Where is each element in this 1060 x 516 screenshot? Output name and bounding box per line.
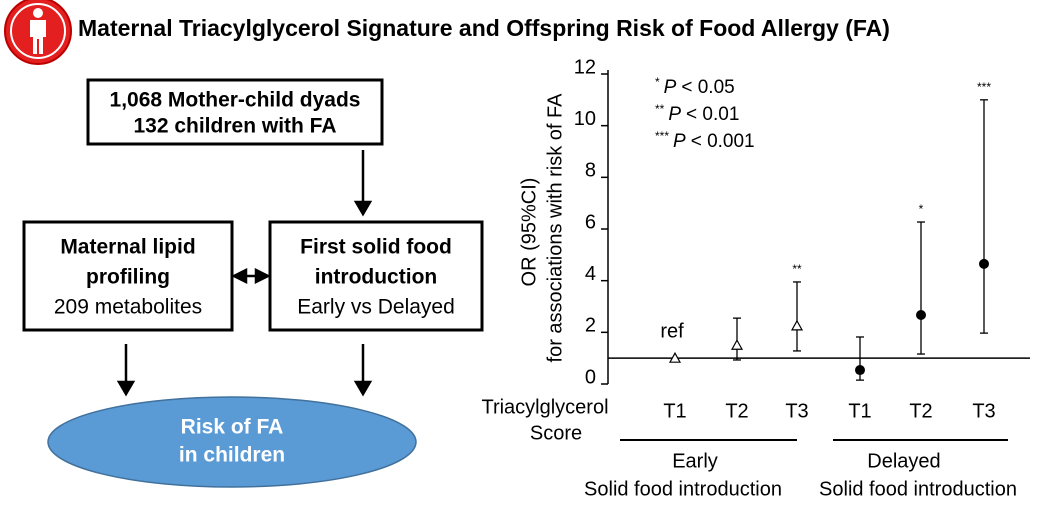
legend-stars: ** [655,102,665,116]
food-box [268,220,484,332]
outcome-text: Risk of FA [181,416,284,439]
x-tick-label: T1 [663,400,686,422]
y-tick-label: 2 [585,315,596,337]
legend-entry: * P < 0.05 [655,75,735,98]
lipid-box [22,220,234,332]
x-tick-label: T2 [909,400,932,422]
point [730,339,744,350]
annotation: ** [792,262,802,276]
arrows [116,150,373,397]
y-tick-label: 12 [574,56,596,78]
lipid-title: Maternal lipid [60,236,195,259]
lipid-detail: 209 metabolites [54,296,202,319]
x-tick-label: T2 [725,400,748,422]
legend-threshold: < 0.001 [691,131,755,152]
cohort-box [86,78,384,146]
legend-stars: *** [655,129,669,143]
x-tick-label: T1 [848,400,871,422]
legend-entry: ** P < 0.01 [655,102,739,125]
y-tick-label: 8 [585,160,596,182]
annotation: *** [977,80,991,94]
cohort-text: 132 children with FA [133,115,336,138]
point [668,351,682,363]
legend-threshold: < 0.01 [686,104,739,125]
point [790,319,804,331]
y-tick-label: 0 [585,366,596,388]
outcome-ellipse [47,396,417,488]
legend-stars: * [655,75,660,89]
chart: 0 2 4 6 8 10 12 OR (95%CI) for associations with… [481,56,1030,500]
y-tick-label: 10 [574,108,596,130]
food-title: introduction [315,266,437,289]
group-label: Early [672,450,718,472]
y-axis-label: for associations with risk of FA [544,93,566,363]
food-title: First solid food [300,236,452,259]
x-tick-label: T3 [785,400,808,422]
point [979,258,989,269]
legend-threshold: < 0.05 [681,77,734,98]
legend-p: P [668,104,681,125]
legend-p: P [673,131,686,152]
point [916,310,926,321]
x-axis-label: Triacylglycerol [481,396,608,418]
group-subtitle: Solid food introduction [584,478,782,500]
y-tick-label: 6 [585,211,596,233]
group-label: Delayed [867,450,940,472]
x-tick-label: T3 [972,400,995,422]
cohort-text: 1,068 Mother-child dyads [110,89,361,112]
point [855,365,865,376]
flow-diagram: 1,068 Mother-child dyads 132 children wi… [22,78,484,488]
food-detail: Early vs Delayed [297,296,455,319]
annotation: * [919,202,924,216]
icon [4,0,72,65]
outcome-text: in children [179,444,285,467]
lipid-title: profiling [86,266,170,289]
y-axis-label: OR (95%CI) [518,178,540,287]
legend-p: P [664,77,677,98]
y-tick-label: 4 [585,263,596,285]
legend-entry: *** P < 0.001 [655,129,755,152]
annotation: ref [660,320,684,342]
group-subtitle: Solid food introduction [819,478,1017,500]
x-axis-label: Score [530,422,582,444]
title: Maternal Triacylglycerol Signature and O… [78,15,890,41]
